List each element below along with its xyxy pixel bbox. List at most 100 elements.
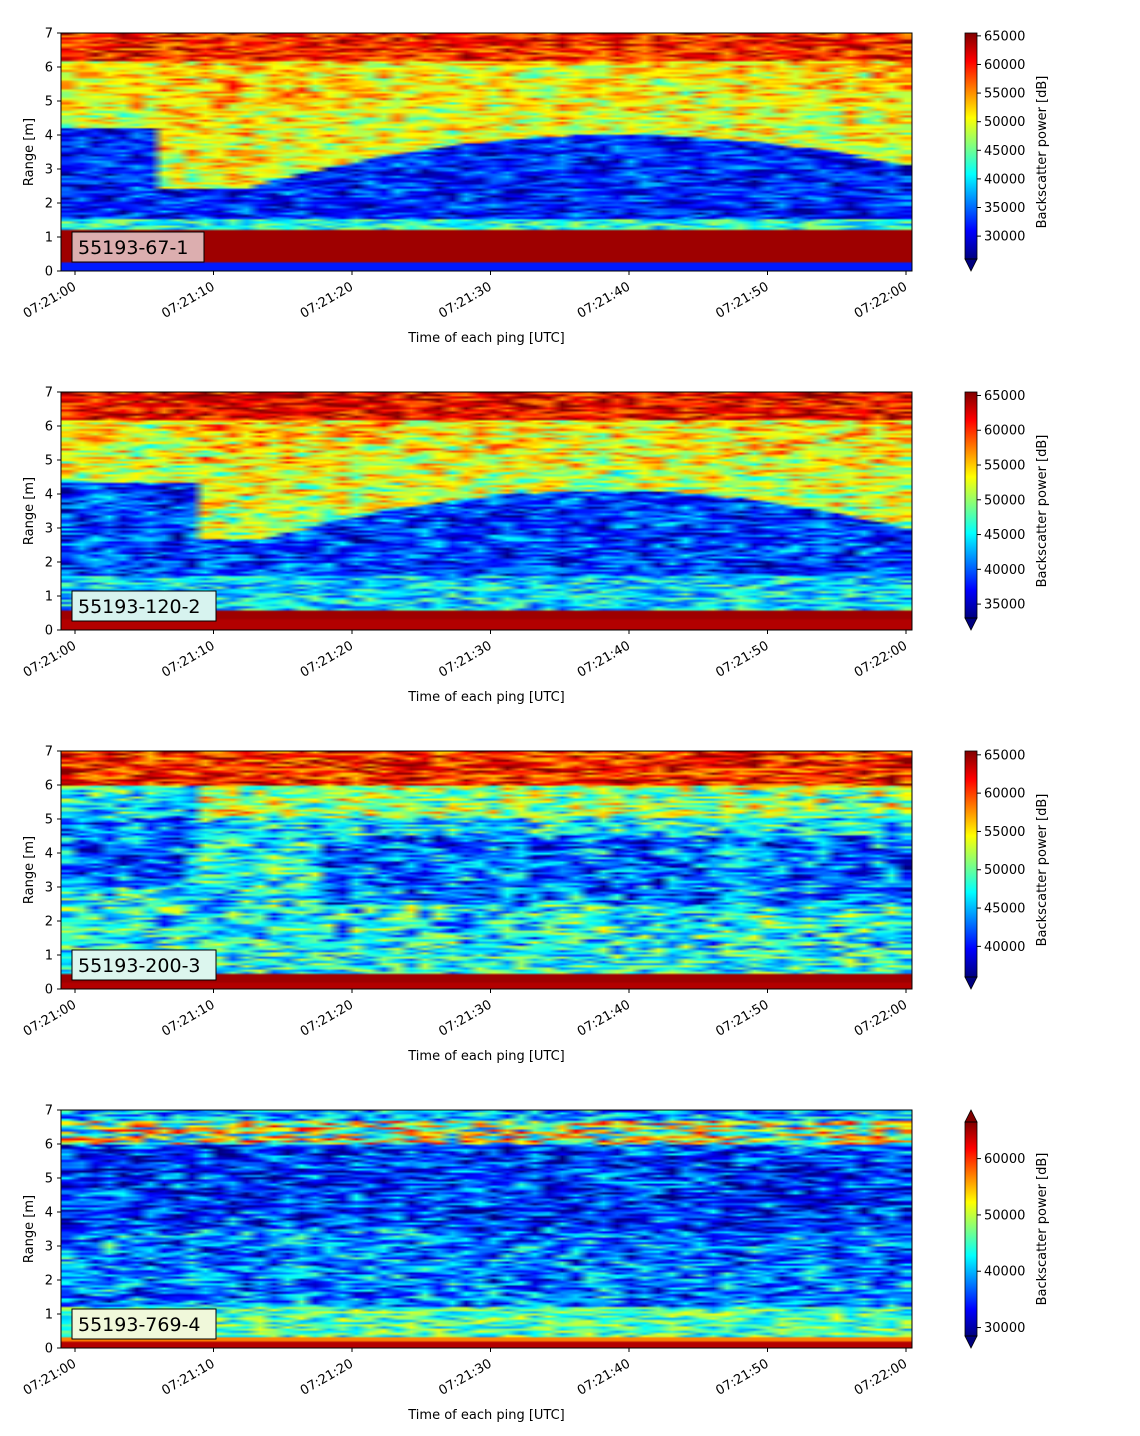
colorbar-extend-max [964, 1109, 978, 1123]
y-tick-label: 2 [45, 915, 53, 930]
x-tick-label: 07:21:40 [575, 638, 633, 680]
x-axis-label: Time of each ping [UTC] [407, 331, 565, 346]
echogram-panel-2: 0 1 2 3 4 5 6 7 07:21:00 07:21:10 07:21:20 07:21:30… [21, 386, 1050, 706]
x-tick-label: 07:22:00 [852, 997, 910, 1039]
y-tick-label: 2 [45, 1274, 53, 1289]
x-tick-label: 07:21:50 [713, 1356, 771, 1398]
colorbar-extend-min [964, 258, 978, 272]
colorbar-tick-label: 60000 [984, 58, 1025, 73]
y-tick-label: 3 [45, 163, 53, 178]
x-tick-label: 07:21:10 [159, 1356, 217, 1398]
colorbar-label: Backscatter power [dB] [1035, 1153, 1050, 1306]
y-tick-label: 3 [45, 881, 53, 896]
colorbar-tick-label: 35000 [984, 201, 1025, 216]
y-tick-label: 2 [45, 197, 53, 212]
colorbar-tick-label: 35000 [984, 598, 1025, 613]
y-tick-label: 1 [45, 949, 53, 964]
x-tick-label: 07:21:20 [298, 997, 356, 1039]
x-tick-label: 07:21:20 [298, 638, 356, 680]
x-tick-label: 07:21:00 [21, 997, 79, 1039]
x-tick-label: 07:21:20 [298, 1356, 356, 1398]
echogram-heatmap [61, 751, 912, 989]
colorbar [965, 392, 977, 618]
x-tick-label: 07:21:10 [159, 997, 217, 1039]
y-tick-label: 0 [45, 624, 53, 639]
y-tick-label: 7 [45, 1104, 53, 1119]
colorbar-tick-label: 30000 [984, 1321, 1025, 1336]
colorbar-tick-label: 45000 [984, 144, 1025, 159]
instrument-label-box [71, 590, 217, 622]
echogram-panel-4: 0 1 2 3 4 5 6 7 07:21:00 07:21:10 07:21:20 07:21:30… [21, 1104, 1050, 1424]
colorbar-tick-label: 65000 [984, 748, 1025, 763]
x-axis-label: Time of each ping [UTC] [407, 1408, 565, 1423]
y-tick-label: 1 [45, 1308, 53, 1323]
x-tick-label: 07:21:00 [21, 1356, 79, 1398]
plot-frame [60, 1109, 913, 1349]
echogram-heatmap [61, 392, 912, 630]
colorbar-tick-label: 60000 [984, 424, 1025, 439]
x-tick-label: 07:21:50 [713, 638, 771, 680]
instrument-label-box [71, 1308, 217, 1340]
y-tick-label: 7 [45, 745, 53, 760]
colorbar-tick-label: 40000 [984, 940, 1025, 955]
y-tick-label: 5 [45, 1172, 53, 1187]
colorbar-tick-label: 45000 [984, 902, 1025, 917]
y-tick-label: 4 [45, 488, 53, 503]
colorbar-extend-min [964, 617, 978, 631]
y-axis-label: Range [m] [22, 118, 37, 186]
colorbar-tick-label: 60000 [984, 1152, 1025, 1167]
colorbar-tick-label: 40000 [984, 172, 1025, 187]
plot-frame [60, 750, 913, 990]
colorbar-frame [964, 32, 978, 260]
y-axis-label: Range [m] [22, 477, 37, 545]
instrument-label: 55193-120-2 [78, 596, 201, 618]
y-tick-label: 5 [45, 813, 53, 828]
x-axis-label: Time of each ping [UTC] [407, 1049, 565, 1064]
y-tick-label: 6 [45, 420, 53, 435]
instrument-label-box [71, 231, 205, 263]
instrument-label: 55193-200-3 [78, 955, 201, 977]
y-tick-label: 1 [45, 590, 53, 605]
colorbar-tick-label: 45000 [984, 528, 1025, 543]
x-tick-label: 07:21:30 [436, 1356, 494, 1398]
colorbar [965, 1122, 977, 1336]
x-tick-label: 07:21:40 [575, 997, 633, 1039]
x-tick-label: 07:21:40 [575, 1356, 633, 1398]
colorbar-frame [964, 750, 978, 978]
y-tick-label: 4 [45, 129, 53, 144]
y-tick-label: 4 [45, 1206, 53, 1221]
colorbar-tick-label: 60000 [984, 787, 1025, 802]
x-tick-label: 07:21:30 [436, 997, 494, 1039]
y-tick-label: 4 [45, 847, 53, 862]
x-tick-label: 07:22:00 [852, 638, 910, 680]
x-tick-label: 07:21:30 [436, 279, 494, 321]
x-tick-label: 07:22:00 [852, 1356, 910, 1398]
x-tick-label: 07:21:00 [21, 638, 79, 680]
colorbar-tick-label: 55000 [984, 87, 1025, 102]
colorbar-tick-label: 55000 [984, 825, 1025, 840]
y-tick-label: 3 [45, 522, 53, 537]
x-tick-label: 07:22:00 [852, 279, 910, 321]
x-tick-label: 07:21:00 [21, 279, 79, 321]
colorbar-tick-label: 30000 [984, 230, 1025, 245]
colorbar-tick-label: 50000 [984, 1208, 1025, 1223]
colorbar-tick-label: 65000 [984, 29, 1025, 44]
colorbar-extend-min [964, 1335, 978, 1349]
x-tick-label: 07:21:50 [713, 279, 771, 321]
y-tick-label: 0 [45, 983, 53, 998]
instrument-label-box [71, 949, 217, 981]
x-tick-label: 07:21:50 [713, 997, 771, 1039]
echogram-heatmap [61, 33, 912, 271]
colorbar-tick-label: 50000 [984, 493, 1025, 508]
colorbar [965, 751, 977, 977]
y-tick-label: 0 [45, 265, 53, 280]
plot-frame [60, 391, 913, 631]
echogram-heatmap [61, 1110, 912, 1348]
y-axis-label: Range [m] [22, 1195, 37, 1263]
echogram-panel-3: 0 1 2 3 4 5 6 7 07:21:00 07:21:10 07:21:20 07:21:30… [21, 745, 1050, 1065]
colorbar-tick-label: 50000 [984, 115, 1025, 130]
y-tick-label: 0 [45, 1342, 53, 1357]
y-tick-label: 7 [45, 27, 53, 42]
